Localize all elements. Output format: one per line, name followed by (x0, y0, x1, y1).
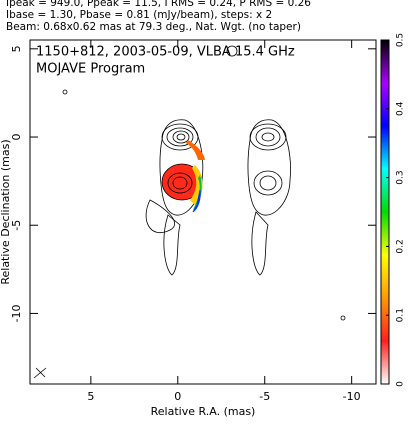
y-tick-label: 0 (10, 134, 23, 141)
y-axis-label: Relative Declination (mas) (0, 139, 12, 284)
x-tick-label: 0 (174, 390, 181, 403)
colorbar-tick-label: 0 (396, 381, 406, 387)
y-tick-label: -5 (10, 220, 23, 231)
header-line: Beam: 0.68x0.62 mas at 79.3 deg., Nat. W… (6, 21, 301, 33)
colorbar-tick-label: 0.1 (396, 308, 406, 322)
x-axis-label: Relative R.A. (mas) (151, 405, 256, 418)
colorbar-tick-label: 0.2 (396, 239, 406, 253)
header-line: Ipeak = 949.0, Ppeak = 11.5, I RMS = 0.2… (6, 0, 311, 9)
plot-title: 1150+812, 2003-05-09, VLBA 15.4 GHz (36, 45, 295, 60)
header-line: Ibase = 1.30, Pbase = 0.81 (mJy/beam), s… (6, 9, 272, 21)
colorbar (380, 39, 390, 385)
colorbar-tick-label: 0.4 (396, 101, 406, 116)
x-tick-label: 5 (87, 390, 94, 403)
colorbar-tick-label: 0.3 (396, 170, 406, 184)
colorbar-tick-label: 0.5 (396, 33, 406, 47)
y-tick-label: -10 (10, 304, 23, 322)
plot-frame (29, 39, 377, 385)
contours (33, 45, 346, 379)
x-tick-label: -5 (259, 390, 270, 403)
x-tick-label: -10 (343, 390, 361, 403)
y-tick-label: 5 (10, 45, 23, 52)
plot-subtitle: MOJAVE Program (36, 62, 145, 77)
